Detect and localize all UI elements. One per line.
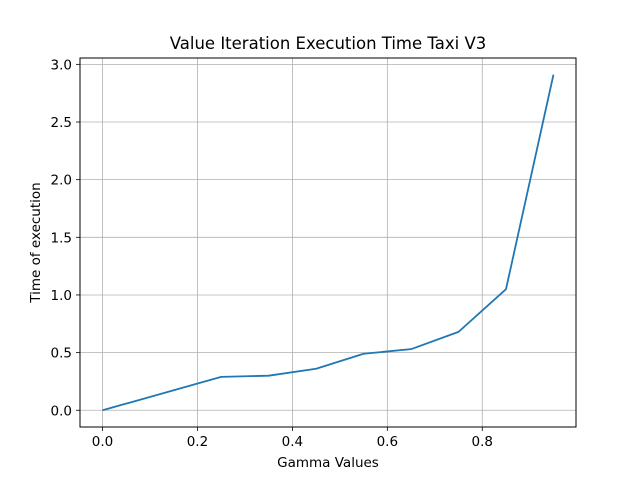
y-axis-label: Time of execution xyxy=(28,182,44,303)
x-axis-label: Gamma Values xyxy=(277,455,379,471)
x-tick-label: 0.6 xyxy=(377,434,398,450)
y-tick-label: 2.0 xyxy=(51,173,72,189)
y-tick-label: 0.5 xyxy=(51,346,72,362)
series-line xyxy=(102,74,555,412)
y-tick-label: 3.0 xyxy=(51,57,72,73)
chart-title: Value Iteration Execution Time Taxi V3 xyxy=(170,34,486,53)
x-tick-label: 0.4 xyxy=(282,434,303,450)
series-layer xyxy=(102,74,555,412)
y-tick-label: 1.0 xyxy=(51,288,72,304)
y-tick-label: 1.5 xyxy=(51,230,72,246)
y-tick-label: 0.0 xyxy=(51,403,72,419)
y-tick-label: 2.5 xyxy=(51,115,72,131)
x-tick-label: 0.0 xyxy=(92,434,113,450)
x-tick-label: 0.2 xyxy=(187,434,208,450)
x-axis: 0.0 0.2 0.4 0.6 0.8 xyxy=(92,427,493,450)
grid xyxy=(80,58,576,427)
plot-frame xyxy=(79,57,577,428)
y-axis: 0.0 0.5 1.0 1.5 2.0 2.5 3.0 xyxy=(51,57,80,419)
x-tick-label: 0.8 xyxy=(472,434,493,450)
